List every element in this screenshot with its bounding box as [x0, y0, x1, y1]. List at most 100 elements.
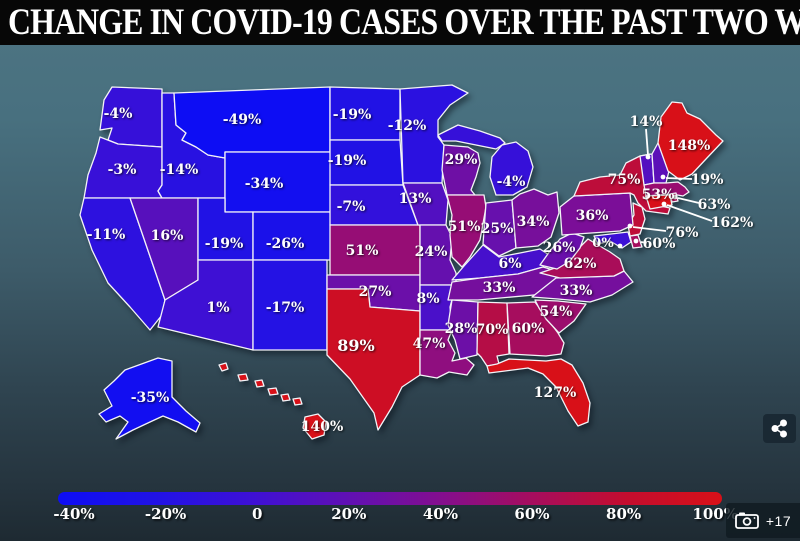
state-value-label-nv: 16% — [151, 228, 184, 244]
state-value-label-az: 1% — [206, 300, 229, 316]
us-choropleth-map: -4% -3% -11% -14% -49% -34% 16% -19% -26% 1% -17% -… — [79, 84, 754, 440]
state-value-label-ut: -19% — [205, 236, 244, 252]
state-value-label-wi: 29% — [445, 152, 478, 168]
state-la — [419, 329, 475, 379]
state-value-label-wy: -34% — [245, 176, 284, 192]
state-hi — [292, 397, 303, 406]
legend-tick-label: 40% — [422, 505, 458, 523]
state-value-label-in: 25% — [481, 221, 514, 237]
state-value-label-tx: 89% — [337, 336, 374, 355]
page-title: CHANGE IN COVID-19 CASES OVER THE PAST T… — [8, 2, 800, 43]
state-wi — [441, 144, 481, 196]
state-fl — [486, 358, 591, 427]
state-value-label-ct: 162% — [711, 215, 754, 231]
dc-marker-dot — [617, 243, 623, 249]
state-value-label-hi: 140% — [301, 419, 344, 435]
legend-tick-label: 60% — [514, 505, 550, 523]
leader-dot-vt — [645, 154, 651, 160]
state-wv — [539, 232, 585, 270]
state-value-label-ar: 8% — [416, 291, 439, 307]
state-value-label-ma: 53% — [642, 187, 675, 203]
state-value-label-ca: -11% — [87, 227, 126, 243]
legend-tick-label: 80% — [606, 505, 642, 523]
state-value-label-or: -3% — [108, 162, 137, 178]
leader-line-ri — [677, 197, 700, 204]
state-value-label-ia: 13% — [399, 191, 432, 207]
states-layer — [79, 84, 724, 440]
state-value-label-vt: 14% — [630, 114, 663, 130]
state-value-label-ri: 63% — [698, 197, 731, 213]
state-value-label-nh: 19% — [691, 172, 724, 188]
state-value-label-nj: 76% — [666, 225, 699, 241]
leader-dot-nh — [660, 174, 666, 180]
state-hi — [267, 387, 279, 396]
state-ak — [98, 357, 201, 440]
camera-icon — [734, 512, 759, 529]
leader-line-nh — [665, 177, 693, 180]
state-value-label-ks: 51% — [346, 243, 379, 259]
leader-dot-de — [633, 238, 639, 244]
state-hi — [280, 393, 291, 402]
state-value-label-id: -14% — [160, 162, 199, 178]
state-oh — [511, 188, 560, 249]
leader-lines-layer — [617, 128, 713, 249]
state-value-label-mn: -12% — [388, 118, 427, 134]
state-value-label-sc: 54% — [540, 304, 573, 320]
state-hi — [218, 362, 229, 372]
state-hi — [237, 373, 249, 382]
state-labels-layer: -4% -3% -11% -14% -49% -34% 16% -19% -26% 1% -17% -… — [87, 106, 754, 435]
state-value-label-nc: 33% — [560, 283, 593, 299]
state-value-label-ok: 27% — [359, 284, 392, 300]
leader-line-nj — [632, 226, 667, 232]
state-tx — [326, 288, 421, 431]
state-value-label-fl: 127% — [534, 385, 577, 401]
state-value-label-ky: 6% — [498, 256, 521, 272]
state-value-label-va: 62% — [564, 256, 597, 272]
state-value-label-nd: -19% — [333, 107, 372, 123]
leader-dot-nj — [627, 223, 633, 229]
legend-tick-label: -20% — [144, 505, 187, 523]
state-value-label-ga: 60% — [512, 321, 545, 337]
state-il — [446, 194, 487, 268]
leader-line-de — [640, 241, 648, 244]
state-hi — [254, 379, 265, 388]
state-value-label-pa: 36% — [576, 208, 609, 224]
state-value-label-ne: -7% — [337, 199, 366, 215]
state-me — [657, 101, 724, 181]
state-in — [482, 199, 517, 257]
state-value-label-nm: -17% — [266, 300, 305, 316]
state-value-label-co: -26% — [266, 236, 305, 252]
state-value-label-il: 51% — [448, 219, 481, 235]
state-value-label-la: 47% — [413, 336, 446, 352]
state-hi — [302, 413, 327, 440]
leader-dot-ri — [672, 194, 678, 200]
state-sc — [534, 299, 587, 334]
state-value-label-md: 0% — [592, 236, 614, 251]
share-button[interactable] — [763, 414, 796, 443]
state-value-label-wv: 26% — [543, 240, 576, 256]
state-value-label-ak: -35% — [131, 390, 170, 406]
legend-gradient-bar — [58, 492, 722, 505]
state-md — [593, 231, 632, 249]
state-value-label-wa: -4% — [104, 106, 133, 122]
state-mi — [437, 124, 506, 150]
state-value-label-mi: -4% — [497, 174, 526, 190]
leader-line-ct — [666, 204, 713, 222]
state-ia — [402, 182, 449, 226]
state-value-label-ny: 75% — [608, 172, 641, 188]
state-value-label-mt: -49% — [223, 112, 262, 128]
photo-count-badge[interactable]: +17 — [726, 503, 800, 538]
photo-count-label: +17 — [765, 512, 792, 529]
leader-dot-ct — [661, 201, 667, 207]
state-value-label-sd: -19% — [328, 153, 367, 169]
legend-tick-label: -40% — [53, 505, 95, 523]
state-value-label-tn: 33% — [483, 280, 516, 296]
state-value-label-ms: 28% — [445, 321, 478, 337]
state-value-label-mo: 24% — [415, 244, 448, 260]
state-value-label-me: 148% — [668, 138, 711, 154]
state-value-label-al: 70% — [476, 322, 509, 338]
legend-tick-label: 20% — [331, 505, 367, 523]
leader-line-vt — [645, 128, 649, 156]
state-value-label-oh: 34% — [517, 214, 550, 230]
